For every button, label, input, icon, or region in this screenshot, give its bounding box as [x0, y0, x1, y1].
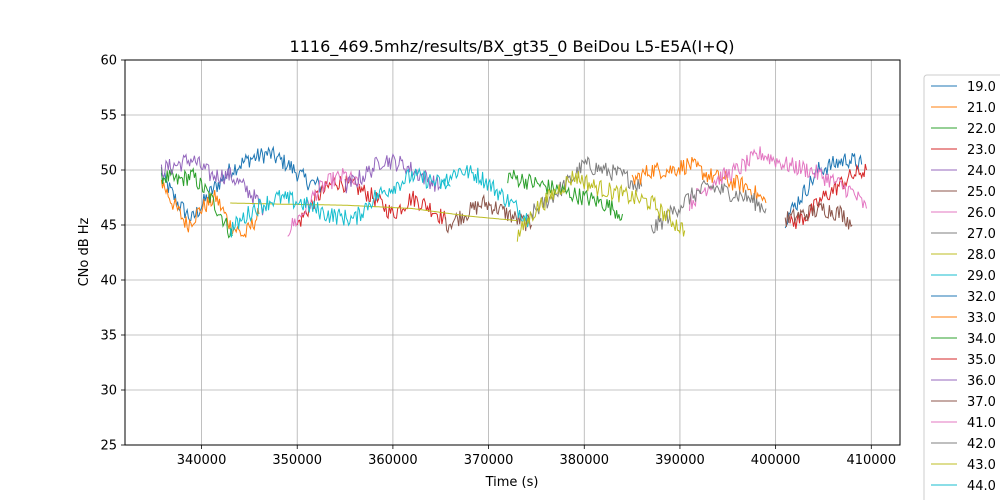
series-line-37.0 [784, 201, 853, 230]
legend-box [923, 74, 1000, 500]
grid-layer [125, 59, 900, 446]
x-tick-label: 400000 [751, 453, 801, 468]
series-line-24.0 [160, 153, 265, 216]
x-axis-label: Time (s) [485, 475, 539, 490]
chart-title: 1116_469.5mhz/results/BX_gt35_0 BeiDou L… [290, 37, 735, 57]
legend-label: 33.0 [967, 311, 996, 326]
series-line-35.0 [789, 163, 867, 229]
series-line-22.0 [160, 167, 233, 239]
series-line-19.0 [160, 145, 322, 222]
x-tick-label: 380000 [559, 453, 609, 468]
legend-label: 25.0 [967, 185, 996, 200]
legend-label: 22.0 [967, 122, 996, 137]
x-tick-label: 340000 [177, 453, 227, 468]
legend-label: 44.0 [967, 479, 996, 494]
y-axis-label: CNo dB Hz [77, 217, 92, 286]
legend-label: 37.0 [967, 395, 996, 410]
legend-label: 32.0 [967, 290, 996, 305]
legend-label: 26.0 [967, 206, 996, 221]
legend-label: 43.0 [967, 458, 996, 473]
x-tick-label: 360000 [368, 453, 418, 468]
series-line-43.0 [516, 170, 686, 242]
y-tick-label: 50 [100, 164, 117, 179]
x-tick-label: 350000 [272, 453, 322, 468]
legend: 19.0 21.0 22.0 23.0 24.0 25.0 26.0 27.0 28.0 29.0… [923, 74, 1000, 500]
y-tick-label: 40 [100, 274, 117, 289]
y-tick-label: 35 [100, 329, 117, 344]
series-line-25.0 [445, 193, 533, 234]
legend-label: 23.0 [967, 143, 996, 158]
legend-label: 19.0 [967, 80, 996, 95]
legend-label: 42.0 [967, 437, 996, 452]
y-tick-label: 60 [100, 54, 117, 69]
legend-label: 36.0 [967, 374, 996, 389]
x-tick-label: 370000 [464, 453, 514, 468]
series-line-33.0 [631, 156, 767, 204]
legend-label: 24.0 [967, 164, 996, 179]
tick-layer: 340000 350000 360000 370000 380000 390000 4000… [100, 54, 896, 469]
legend-label: 29.0 [967, 269, 996, 284]
legend-entries: 19.0 21.0 22.0 23.0 24.0 25.0 26.0 27.0 28.0 29.0… [931, 80, 996, 494]
y-tick-label: 30 [100, 384, 117, 399]
series-line-21.0 [160, 179, 260, 238]
legend-label: 27.0 [967, 227, 996, 242]
series-line-42.0 [650, 179, 767, 234]
series-line-28.0 [230, 202, 518, 222]
series-line-36.0 [344, 152, 441, 194]
x-tick-label: 390000 [655, 453, 705, 468]
legend-label: 41.0 [967, 416, 996, 431]
series-layer [160, 145, 867, 242]
series-line-44.0 [229, 167, 451, 238]
y-tick-label: 55 [100, 109, 117, 124]
y-tick-label: 25 [100, 439, 117, 454]
legend-label: 21.0 [967, 101, 996, 116]
series-line-41.0 [689, 146, 867, 211]
legend-label: 28.0 [967, 248, 996, 263]
plot-frame [124, 59, 901, 446]
y-tick-label: 45 [100, 219, 117, 234]
series-line-29.0 [440, 165, 530, 228]
series-line-32.0 [784, 152, 863, 229]
series-line-23.0 [296, 175, 446, 227]
legend-label: 34.0 [967, 332, 996, 347]
x-tick-label: 410000 [846, 453, 896, 468]
legend-label: 35.0 [967, 353, 996, 368]
